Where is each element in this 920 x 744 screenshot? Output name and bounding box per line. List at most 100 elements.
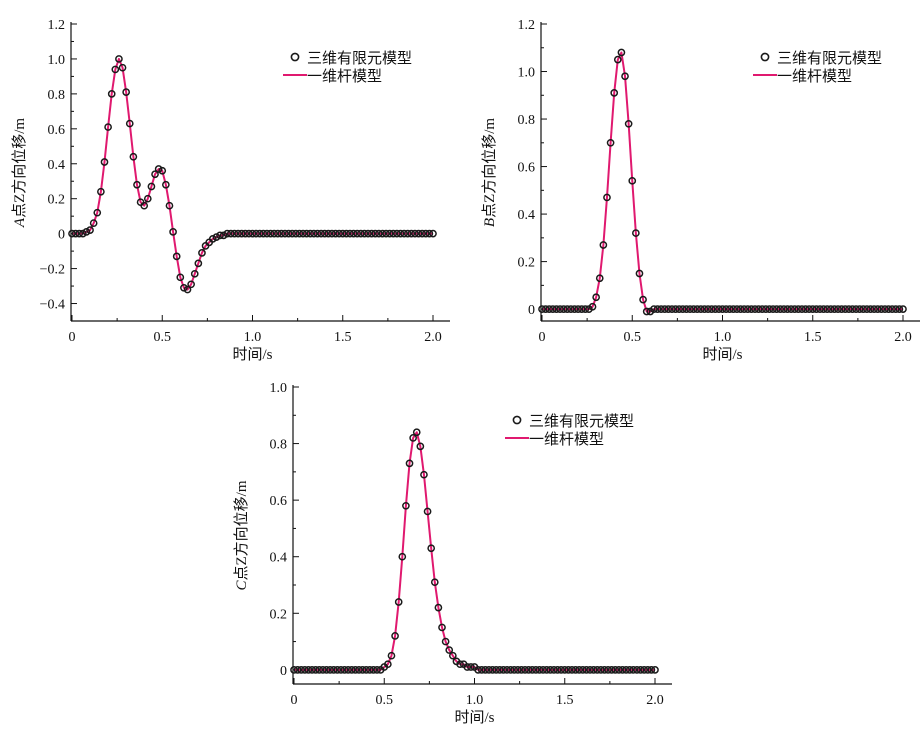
data-point <box>418 229 427 238</box>
data-point <box>481 666 490 674</box>
y-tick-label: −0.4 <box>40 298 65 313</box>
data-point <box>391 632 399 640</box>
y-tick-label: 0 <box>280 664 287 679</box>
x-axis-label: 时间/s <box>454 709 494 726</box>
data-point <box>216 231 224 240</box>
data-point <box>581 305 590 313</box>
data-point <box>539 666 547 674</box>
data-point <box>97 187 105 196</box>
data-point <box>122 88 131 96</box>
data-point <box>263 229 271 238</box>
data-point <box>407 229 416 238</box>
data-point <box>219 231 228 240</box>
x-tick-label: 2.0 <box>424 330 442 345</box>
data-point <box>373 666 381 674</box>
data-point <box>535 666 544 674</box>
data-point <box>743 305 752 313</box>
data-point <box>870 305 878 313</box>
data-point <box>337 666 345 674</box>
data-point <box>474 666 482 674</box>
data-point <box>575 666 584 674</box>
data-point <box>881 305 889 313</box>
data-point <box>371 229 380 238</box>
data-point <box>776 305 785 313</box>
data-point <box>761 305 770 313</box>
data-point <box>834 305 842 313</box>
data-point <box>604 666 612 674</box>
data-point <box>445 646 454 654</box>
data-point <box>640 666 649 674</box>
data-point <box>696 305 705 313</box>
data-point <box>338 229 347 238</box>
x-tick-label: 1.5 <box>804 330 822 345</box>
data-point <box>798 305 806 313</box>
data-point <box>311 666 320 674</box>
data-point <box>517 666 526 674</box>
data-point <box>633 666 641 674</box>
data-point <box>273 229 282 238</box>
y-axis-label: A点Z方向位移/m <box>11 118 28 229</box>
data-point <box>68 229 76 238</box>
data-point <box>342 229 351 238</box>
data-point <box>252 229 260 238</box>
data-point <box>632 229 640 237</box>
data-point <box>158 166 167 175</box>
data-point <box>664 305 673 313</box>
y-tick-label: 0.2 <box>270 607 288 622</box>
data-point <box>725 305 734 313</box>
data-point <box>624 119 633 128</box>
data-point <box>133 180 141 189</box>
data-point <box>306 229 315 238</box>
legend-label-rod: 一维杆模型 <box>529 431 604 448</box>
data-point <box>550 666 558 674</box>
data-point <box>855 305 864 313</box>
data-point <box>629 666 638 674</box>
data-point <box>288 229 297 238</box>
data-point <box>104 123 112 131</box>
y-axis-label-point: B <box>482 218 498 227</box>
data-point <box>574 305 582 313</box>
y-axis-label-text: 点Z方向位移/m <box>11 118 28 218</box>
data-point <box>653 305 662 313</box>
data-point <box>434 603 443 612</box>
data-point <box>115 55 123 63</box>
data-point <box>385 229 394 238</box>
data-point <box>169 228 177 236</box>
data-point <box>384 660 392 669</box>
data-point <box>722 305 730 313</box>
y-tick-label: 0.8 <box>518 113 536 128</box>
data-point <box>532 666 540 674</box>
x-tick-label: 0 <box>539 330 546 345</box>
y-tick-label: 0.6 <box>518 161 536 176</box>
data-point <box>223 229 232 238</box>
data-point <box>237 229 246 238</box>
data-point <box>448 651 457 660</box>
data-point <box>647 666 656 674</box>
data-point <box>823 305 832 313</box>
data-point <box>621 72 629 81</box>
data-point <box>848 305 857 313</box>
data-point <box>416 442 425 451</box>
data-point <box>333 666 342 674</box>
data-point <box>567 305 575 313</box>
data-point <box>165 201 174 210</box>
y-tick-label: 1.0 <box>518 66 536 81</box>
data-point <box>521 666 529 674</box>
y-axis-label-text: 点Z方向位移/m <box>233 480 250 580</box>
data-point <box>75 229 84 238</box>
data-point <box>346 229 354 238</box>
data-point <box>682 305 691 313</box>
data-point <box>606 138 615 147</box>
data-point <box>414 229 423 238</box>
data-point <box>467 663 475 671</box>
data-point <box>607 666 616 674</box>
data-point <box>541 305 550 313</box>
data-point <box>891 305 900 313</box>
data-point <box>707 305 716 313</box>
data-point <box>729 305 738 313</box>
data-point <box>600 666 609 674</box>
data-point <box>360 229 369 238</box>
x-tick-label: 2.0 <box>894 330 912 345</box>
data-point <box>411 229 419 238</box>
